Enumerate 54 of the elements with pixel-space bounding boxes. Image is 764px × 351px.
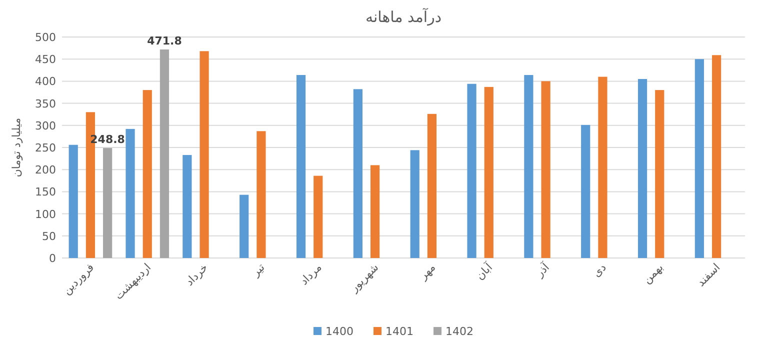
x-tick-label: آذر	[532, 260, 553, 280]
y-tick-label: 100	[35, 208, 56, 221]
legend-label: 1401	[386, 325, 414, 338]
chart-title: درآمد ماهانه	[365, 7, 442, 26]
bar	[427, 114, 437, 258]
bar	[240, 194, 249, 258]
y-tick-label: 150	[35, 186, 56, 199]
y-tick-label: 50	[42, 230, 56, 243]
x-tick-label: تیر	[248, 260, 268, 280]
bar	[410, 150, 420, 258]
bar	[256, 131, 266, 258]
bar	[598, 76, 608, 258]
y-tick-label: 250	[35, 142, 56, 154]
data-label: 471.8	[147, 34, 182, 48]
bar	[353, 89, 362, 258]
bar	[541, 81, 550, 258]
y-tick-label: 450	[35, 53, 56, 66]
bar	[484, 86, 494, 258]
x-tick-label: مرداد	[298, 260, 324, 288]
y-axis-title: میلیارد تومان	[10, 118, 23, 178]
bar	[638, 78, 648, 258]
bar	[296, 75, 306, 258]
bar	[467, 84, 476, 258]
y-tick-label: 300	[35, 119, 56, 132]
x-tick-label: مهر	[416, 260, 438, 283]
bar	[68, 144, 78, 258]
y-tick-label: 350	[35, 97, 56, 110]
y-tick-label: 400	[35, 75, 56, 88]
bar	[712, 55, 722, 258]
bar	[182, 155, 192, 258]
bar	[370, 165, 380, 258]
bar	[160, 49, 170, 258]
bar	[314, 176, 323, 258]
bar	[142, 90, 152, 258]
bar	[103, 148, 112, 258]
y-tick-label: 500	[35, 31, 56, 44]
x-tick-label: فروردین	[60, 260, 97, 298]
y-tick-label: 0	[49, 252, 56, 265]
y-tick-label: 200	[35, 164, 56, 177]
x-tick-label: شهریور	[346, 260, 382, 296]
legend-label: 1400	[326, 325, 354, 338]
bar	[694, 59, 704, 258]
legend-label: 1402	[446, 325, 474, 338]
x-tick-label: اسفند	[694, 260, 723, 290]
x-tick-label: اردیبهشت	[112, 260, 154, 302]
x-tick-label: دی	[590, 260, 609, 280]
bar	[581, 124, 590, 258]
bar	[126, 128, 135, 258]
x-tick-label: خرداد	[183, 260, 210, 288]
x-tick-label: آبان	[472, 260, 496, 283]
bar	[655, 90, 664, 258]
bar	[200, 51, 209, 258]
bar	[524, 75, 534, 258]
x-tick-label: بهمن	[640, 260, 666, 286]
